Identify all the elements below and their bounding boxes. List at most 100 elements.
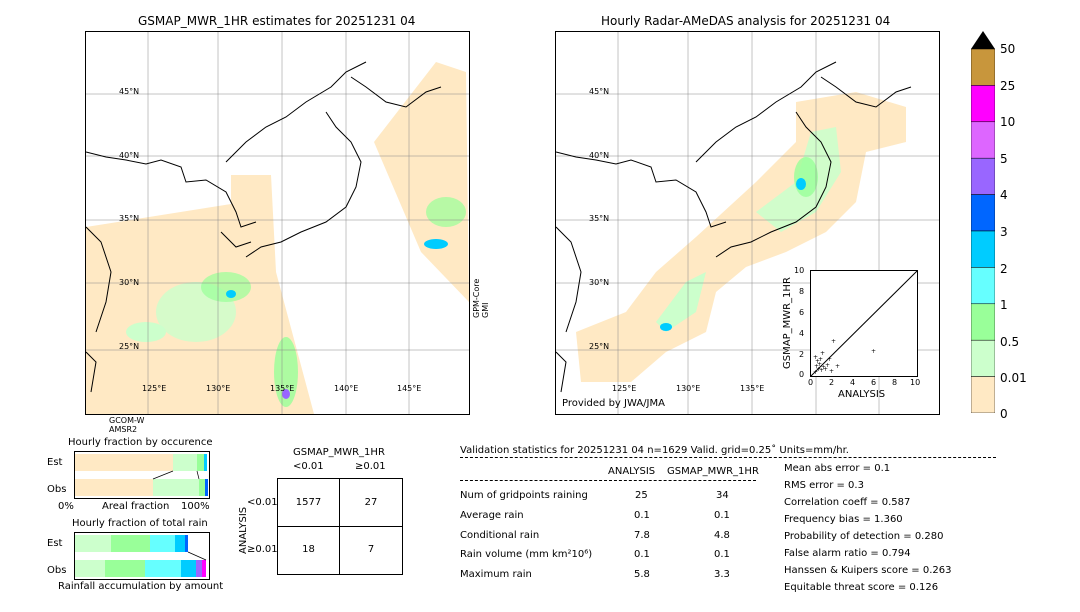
cbar-label-1: 1 xyxy=(1000,298,1008,312)
contingency-col-lt: <0.01 xyxy=(293,461,324,472)
contingency-row-lt: <0.01 xyxy=(247,497,278,508)
left-lat-30: 30°N xyxy=(119,278,140,287)
contingency-col-ge: ≥0.01 xyxy=(355,461,386,472)
cbar-label-5: 5 xyxy=(1000,152,1008,166)
left-lon-130: 130°E xyxy=(206,384,231,393)
occurrence-x-left: 0% xyxy=(58,501,74,512)
svg-text:+: + xyxy=(823,366,828,373)
cbar-label-50: 50 xyxy=(1000,42,1016,56)
scatter-ylabel: GSMAP_MWR_1HR xyxy=(782,277,793,369)
cbar-label-3: 3 xyxy=(1000,225,1008,239)
scatter-xtick-6: 6 xyxy=(871,378,877,387)
left-lat-40: 40°N xyxy=(119,151,140,160)
cbar-label-0.01: 0.01 xyxy=(1000,371,1027,385)
colorbar-segment xyxy=(970,303,996,341)
validation-row-label: Maximum rain xyxy=(460,569,532,580)
validation-row-label: Rain volume (mm km²10⁶) xyxy=(460,549,593,560)
total-rain-canvas xyxy=(75,535,207,577)
cbar-label-2: 2 xyxy=(1000,262,1008,276)
left-lon-140: 140°E xyxy=(334,384,359,393)
scatter-xtick-4: 4 xyxy=(850,378,856,387)
occurrence-row-est: Est xyxy=(47,457,63,468)
validation-row-label: Average rain xyxy=(460,510,524,521)
score-line: Hanssen & Kuipers score = 0.263 xyxy=(784,565,952,576)
svg-text:+: + xyxy=(825,362,830,369)
scatter-ytick-8: 8 xyxy=(799,287,805,296)
occurrence-canvas xyxy=(75,454,208,496)
svg-text:+: + xyxy=(813,369,818,376)
scatter-xtick-10: 10 xyxy=(910,378,921,387)
right-lat-35: 35°N xyxy=(589,214,610,223)
total-rain-title: Hourly fraction of total rain xyxy=(72,518,208,529)
scatter-ytick-6: 6 xyxy=(799,308,805,317)
total-rain-row-obs: Obs xyxy=(47,565,67,576)
right-map-title: Hourly Radar-AMeDAS analysis for 2025123… xyxy=(601,14,891,28)
right-lon-130: 130°E xyxy=(676,384,701,393)
validation-row-analysis: 0.1 xyxy=(634,510,650,521)
svg-text:+: + xyxy=(819,367,824,374)
validation-row-gsmap: 4.8 xyxy=(714,530,730,541)
validation-row-gsmap: 34 xyxy=(716,490,729,501)
validation-row-analysis: 7.8 xyxy=(634,530,650,541)
validation-col-gsmap: GSMAP_MWR_1HR xyxy=(667,466,759,477)
right-lat-40: 40°N xyxy=(589,151,610,160)
credit: Provided by JWA/JMA xyxy=(562,398,665,409)
colorbar-segment xyxy=(970,376,996,414)
cbar-label-0: 0 xyxy=(1000,407,1008,421)
left-lon-135: 135°E xyxy=(270,384,295,393)
colorbar-segment xyxy=(970,157,996,195)
score-line: Probability of detection = 0.280 xyxy=(784,531,944,542)
validation-row-label: Num of gridpoints raining xyxy=(460,490,588,501)
scatter-xlabel: ANALYSIS xyxy=(838,389,886,400)
left-map-canvas xyxy=(86,32,469,414)
colorbar xyxy=(970,31,996,414)
scatter-ytick-10: 10 xyxy=(794,266,805,275)
validation-row-analysis: 25 xyxy=(635,490,648,501)
left-lat-35: 35°N xyxy=(119,214,140,223)
svg-text:+: + xyxy=(871,348,876,355)
validation-row-gsmap: 0.1 xyxy=(714,510,730,521)
colorbar-segment xyxy=(970,194,996,232)
right-map: 45°N 40°N 35°N 30°N 25°N 125°E 130°E 135… xyxy=(555,31,940,415)
left-map-title: GSMAP_MWR_1HR estimates for 20251231 04 xyxy=(138,14,416,28)
occurrence-title: Hourly fraction by occurence xyxy=(68,437,213,448)
svg-text:+: + xyxy=(821,364,826,371)
score-line: Equitable threat score = 0.126 xyxy=(784,582,939,593)
right-lat-25: 25°N xyxy=(589,342,610,351)
left-lon-145: 145°E xyxy=(397,384,422,393)
contingency-cell-hits-none: 1577 xyxy=(295,497,322,508)
scatter-xtick-2: 2 xyxy=(829,378,835,387)
scatter-inset: + + + + + + + + + + + + + + + + + xyxy=(810,270,918,377)
cbar-label-25: 25 xyxy=(1000,79,1016,93)
svg-text:+: + xyxy=(827,356,832,363)
right-lon-125: 125°E xyxy=(612,384,637,393)
score-line: RMS error = 0.3 xyxy=(784,480,864,491)
colorbar-segment xyxy=(970,121,996,159)
validation-header-rule xyxy=(460,457,996,458)
scatter-xtick-8: 8 xyxy=(892,378,898,387)
svg-text:+: + xyxy=(831,338,836,345)
scatter-ytick-0: 0 xyxy=(799,370,805,379)
svg-text:+: + xyxy=(813,354,818,361)
contingency-cell-false-alarm: 27 xyxy=(364,497,378,508)
score-line: Mean abs error = 0.1 xyxy=(784,463,891,474)
contingency-table: 1577 27 18 7 xyxy=(277,478,403,575)
colorbar-segment xyxy=(970,339,996,377)
left-lat-45: 45°N xyxy=(119,87,140,96)
cbar-label-10: 10 xyxy=(1000,115,1016,129)
right-lon-135: 135°E xyxy=(740,384,765,393)
occurrence-x-right: 100% xyxy=(181,501,210,512)
left-lat-25: 25°N xyxy=(119,342,140,351)
scatter-ytick-4: 4 xyxy=(799,329,805,338)
cbar-label-0.5: 0.5 xyxy=(1000,335,1020,349)
validation-row-gsmap: 3.3 xyxy=(714,569,730,580)
score-line: False alarm ratio = 0.794 xyxy=(784,548,911,559)
total-rain-xlabel: Rainfall accumulation by amount xyxy=(58,581,224,592)
right-lat-45: 45°N xyxy=(589,87,610,96)
svg-text:+: + xyxy=(815,358,820,365)
left-lon-125: 125°E xyxy=(142,384,167,393)
validation-row-gsmap: 0.1 xyxy=(714,549,730,560)
colorbar-segment xyxy=(970,267,996,305)
colorbar-canvas xyxy=(970,31,996,414)
validation-row-analysis: 5.8 xyxy=(634,569,650,580)
